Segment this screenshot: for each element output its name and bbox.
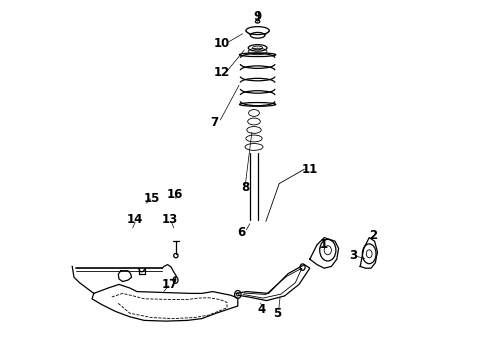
Text: 10: 10	[214, 37, 230, 50]
Text: 16: 16	[167, 188, 183, 201]
Text: 5: 5	[273, 307, 282, 320]
Text: 17: 17	[161, 278, 177, 291]
Text: 1: 1	[319, 238, 327, 251]
Text: 4: 4	[258, 303, 266, 316]
Text: 8: 8	[241, 181, 249, 194]
Text: 14: 14	[127, 213, 144, 226]
Text: 2: 2	[369, 229, 377, 242]
Text: 9: 9	[253, 10, 262, 23]
Text: 13: 13	[161, 213, 177, 226]
Text: 7: 7	[210, 116, 219, 129]
Text: 12: 12	[214, 66, 230, 78]
Text: 3: 3	[349, 249, 357, 262]
Text: 6: 6	[237, 226, 245, 239]
Text: 15: 15	[143, 192, 160, 204]
Text: 11: 11	[302, 163, 318, 176]
